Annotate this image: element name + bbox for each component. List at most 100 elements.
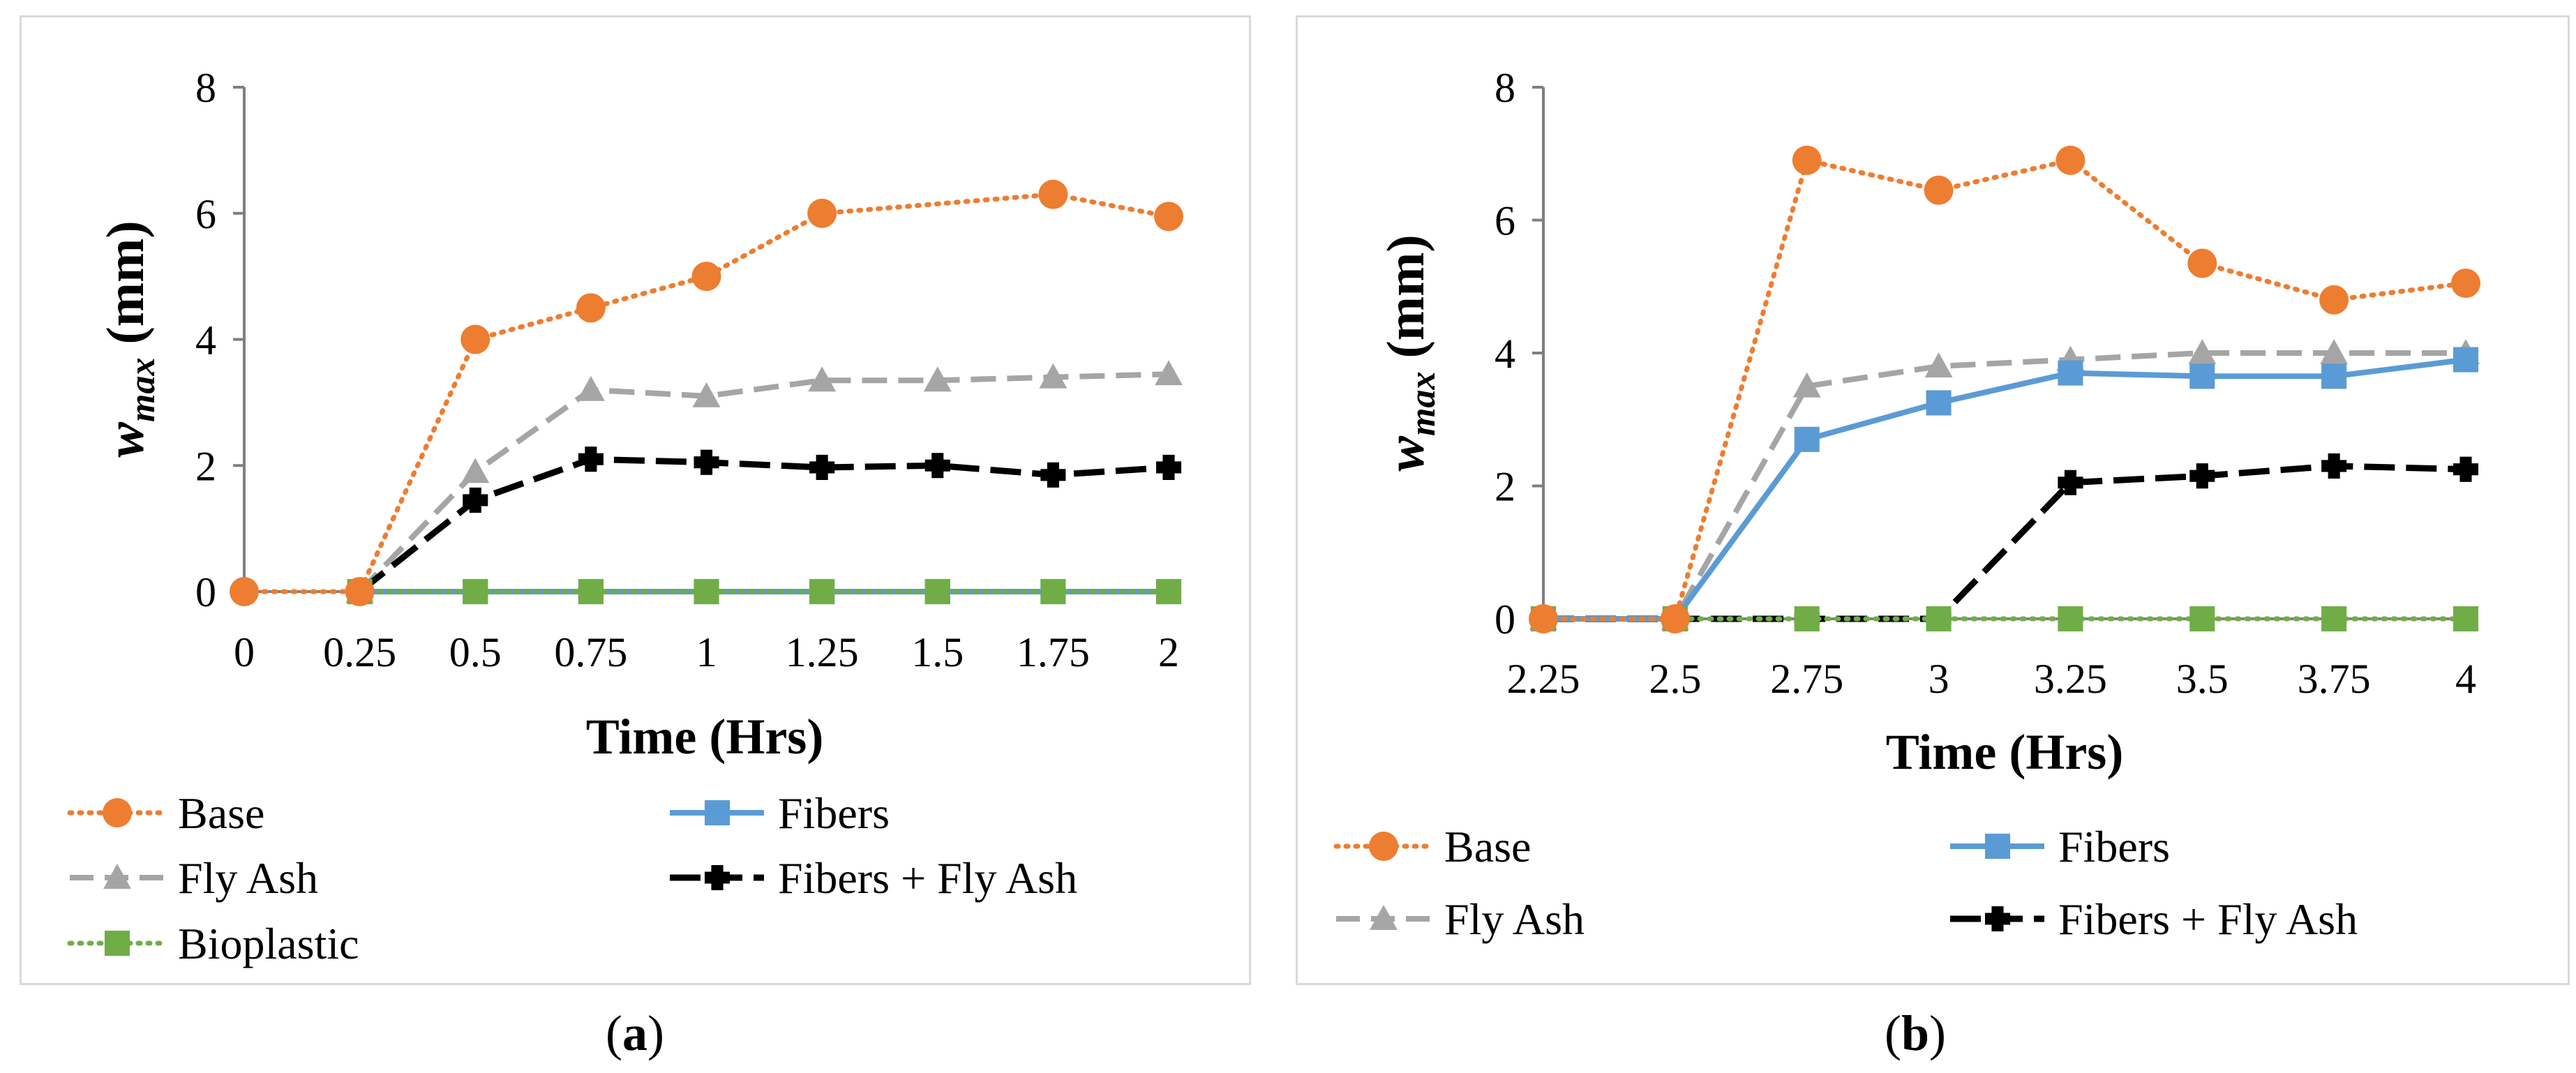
- data-point-fibers-fly-ash: [463, 487, 488, 513]
- legend-label: Fly Ash: [178, 853, 318, 903]
- y-tick-label: 0: [1495, 596, 1515, 643]
- data-point-base: [1924, 175, 1954, 205]
- y-axis-title-unit: (mm): [96, 220, 155, 357]
- data-point-base: [460, 324, 491, 354]
- legend-marker: [704, 864, 731, 891]
- data-point-base: [345, 577, 375, 606]
- legend-marker: [1984, 906, 2011, 932]
- chart-a: 0 2 4 6 8 0 0.25 0.5 0.75 1 1.25 1.5 1.75 2 Time (Hrs)…: [67, 65, 1183, 968]
- y-axis-title: wmax (mm): [96, 220, 163, 457]
- legend-item-fly-ash: Fly Ash: [70, 853, 318, 903]
- y-axis-title-subscript: max: [1403, 372, 1443, 436]
- y-axis-title-symbol: w: [96, 422, 155, 458]
- caption-a: (a): [606, 1005, 664, 1061]
- series-line-fly-ash: [1543, 350, 2466, 622]
- data-point-bioplastic: [809, 578, 835, 605]
- series-line-fibers-fly-ash: [1543, 463, 2466, 622]
- data-point-base: [1660, 604, 1690, 633]
- data-point-fly-ash: [1039, 363, 1068, 389]
- data-point-fibers-fly-ash: [2058, 470, 2083, 495]
- legend-item-fibers-fly-ash: Fibers + Fly Ash: [1950, 894, 2358, 944]
- legend-label: Fibers + Fly Ash: [2058, 894, 2358, 944]
- legend-label: Fibers + Fly Ash: [778, 853, 1077, 903]
- data-point-fibers-fly-ash: [2321, 453, 2347, 479]
- data-point-fly-ash: [461, 458, 490, 483]
- legend-marker: [704, 800, 731, 826]
- x-tick-label: 2.75: [1770, 656, 1843, 702]
- x-axis-title: Time (Hrs): [586, 709, 824, 765]
- data-point-fibers-fly-ash: [578, 447, 604, 472]
- legend-marker: [1984, 833, 2011, 860]
- legend-item-bioplastic: Bioplastic: [67, 919, 359, 968]
- series-line-base: [241, 192, 1171, 594]
- legend-item-fly-ash: Fly Ash: [1336, 894, 1585, 944]
- data-point-bioplastic: [1926, 606, 1952, 632]
- x-axis-title: Time (Hrs): [1886, 724, 2124, 780]
- x-tick-label: 4: [2455, 656, 2476, 702]
- series-line-fibers: [1543, 357, 2466, 622]
- x-tick-label: 3.5: [2176, 656, 2229, 702]
- legend-marker: [103, 798, 132, 827]
- data-point-fibers: [1926, 390, 1952, 416]
- data-point-fly-ash: [2188, 339, 2217, 364]
- data-point-base: [1154, 202, 1183, 232]
- chart-panel-a: [20, 15, 1251, 985]
- series-fibers: [1530, 347, 2479, 632]
- data-point-fly-ash: [1155, 360, 1183, 386]
- legend-item-fibers-fly-ash: Fibers + Fly Ash: [670, 853, 1077, 903]
- y-tick-label: 6: [195, 191, 216, 237]
- data-point-base: [2319, 285, 2349, 315]
- y-axis-title-symbol: w: [1377, 436, 1435, 472]
- data-point-base: [1792, 145, 1822, 175]
- data-point-base: [2055, 145, 2085, 175]
- legend-label: Base: [1444, 822, 1531, 871]
- series-line-base: [1541, 158, 2469, 622]
- legend-label: Bioplastic: [178, 919, 359, 968]
- legend-marker: [104, 930, 130, 956]
- legend-marker: [103, 864, 131, 889]
- x-tick-label: 1: [696, 629, 717, 675]
- y-tick-label: 2: [1495, 464, 1515, 510]
- x-tick-label: 0.75: [554, 629, 627, 675]
- data-point-base: [1529, 604, 1558, 633]
- data-point-base: [230, 577, 259, 606]
- series-base: [230, 179, 1183, 606]
- series-line-fibers-fly-ash: [357, 456, 1169, 594]
- y-tick-label: 4: [195, 317, 216, 363]
- x-tick-label: 3: [1929, 656, 1949, 702]
- data-point-bioplastic: [924, 578, 950, 605]
- y-tick-label: 2: [195, 443, 216, 489]
- data-point-bioplastic: [463, 578, 488, 605]
- data-point-base: [807, 198, 837, 228]
- data-point-fibers: [2189, 363, 2215, 389]
- data-point-bioplastic: [578, 578, 604, 605]
- data-point-base: [691, 262, 721, 292]
- data-point-fibers-fly-ash: [1040, 462, 1066, 488]
- data-point-bioplastic: [694, 578, 719, 605]
- data-point-fibers-fly-ash: [809, 454, 835, 481]
- x-tick-label: 3.25: [2034, 656, 2107, 702]
- y-tick-label: 4: [1495, 331, 1515, 377]
- x-tick-label: 1.5: [911, 629, 964, 675]
- x-tick-label: 0: [234, 629, 255, 675]
- series-base: [1529, 145, 2480, 633]
- data-point-fly-ash: [692, 382, 721, 407]
- x-tick-label: 1.75: [1017, 629, 1090, 675]
- data-point-fly-ash: [1792, 372, 1821, 398]
- y-tick-label: 8: [195, 65, 216, 111]
- data-point-fibers-fly-ash: [2189, 463, 2215, 489]
- data-point-fibers-fly-ash: [694, 449, 719, 475]
- data-point-fibers-fly-ash: [924, 453, 950, 479]
- y-axis-title-unit: (mm): [1377, 234, 1435, 371]
- legend-item-base: Base: [1333, 822, 1531, 871]
- x-tick-label: 2.25: [1507, 656, 1580, 702]
- data-point-bioplastic: [2453, 606, 2479, 632]
- y-axis-title-subscript: max: [123, 358, 163, 422]
- data-point-bioplastic: [2189, 606, 2215, 632]
- x-tick-label: 1.25: [786, 629, 859, 675]
- data-point-base: [576, 293, 606, 323]
- y-axis-title: wmax (mm): [1377, 234, 1443, 471]
- y-tick-label: 8: [1495, 65, 1515, 111]
- legend-label: Fibers: [2058, 822, 2170, 871]
